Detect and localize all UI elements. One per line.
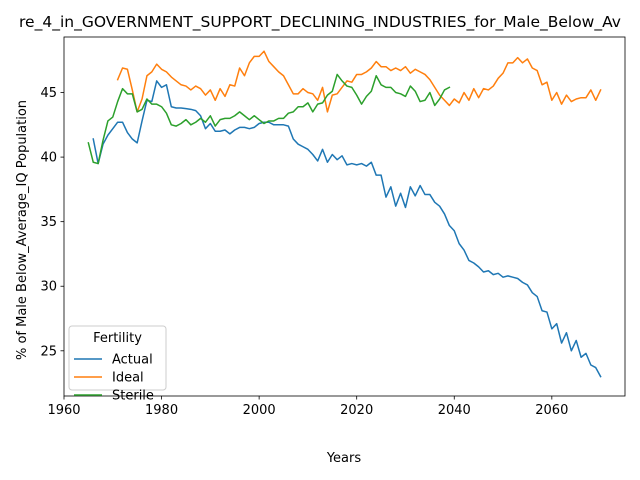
x-tick-label: 1960 xyxy=(47,403,80,418)
legend: Fertility Actual Ideal Sterile xyxy=(69,326,166,404)
legend-label-ideal: Ideal xyxy=(112,371,144,386)
y-tick-label: 30 xyxy=(40,280,57,295)
chart-title: re_4_in_GOVERNMENT_SUPPORT_DECLINING_IND… xyxy=(19,13,621,32)
x-tick-label: 2020 xyxy=(340,403,373,418)
legend-title: Fertility xyxy=(93,331,142,346)
y-axis-label: % of Male Below_Average_IQ Population xyxy=(15,100,30,360)
y-tick-label: 25 xyxy=(40,344,57,359)
x-tick-label: 2040 xyxy=(438,403,471,418)
x-tick-label: 1980 xyxy=(145,403,178,418)
legend-label-actual: Actual xyxy=(112,353,153,368)
x-axis-label: Years xyxy=(326,451,362,466)
y-tick-label: 35 xyxy=(40,215,57,230)
legend-label-sterile: Sterile xyxy=(112,389,154,404)
y-axis: 25 30 35 40 45 xyxy=(40,86,64,359)
x-tick-label: 2000 xyxy=(243,403,276,418)
series-line-actual xyxy=(93,81,600,377)
series-line-ideal xyxy=(118,51,601,112)
y-tick-label: 40 xyxy=(40,151,57,166)
y-tick-label: 45 xyxy=(40,86,57,101)
x-tick-label: 2060 xyxy=(535,403,568,418)
